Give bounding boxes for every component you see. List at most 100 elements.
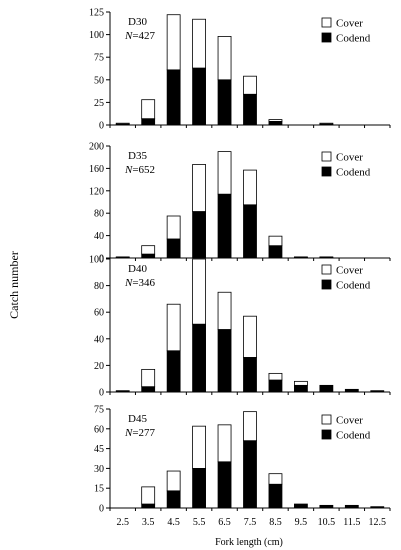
legend-label-codend: Codend — [336, 33, 371, 45]
x-axis-label: Fork length (cm) — [215, 537, 283, 548]
y-tick-label: 0 — [99, 504, 104, 515]
legend-swatch-codend — [321, 166, 332, 177]
bar-codend — [294, 503, 308, 509]
bar-cover — [217, 36, 232, 81]
panel-d30: 0 25 50 75 100 125 D30 N=427 Cover Codend — [89, 8, 391, 132]
y-tick-label: 25 — [94, 98, 104, 109]
n-symbol: N — [124, 30, 133, 42]
y-tick-label: 60 — [94, 424, 104, 435]
legend-swatch-codend — [321, 429, 332, 440]
bar-cover — [192, 164, 206, 212]
x-tick-label: 6.5 — [218, 517, 231, 528]
bar-codend — [166, 238, 181, 259]
panel-d35: 0 40 80 120 160 200 D35 N=652 Cover Codend — [89, 142, 391, 265]
x-tick-label: 4.5 — [167, 517, 180, 528]
panel-d45: 0 15 30 45 60 75 D45 N=277 Cover Codend — [94, 405, 391, 515]
legend-swatch-codend — [321, 279, 332, 290]
bar-codend — [268, 245, 283, 259]
legend-label-cover: Cover — [336, 415, 363, 427]
n-value: =277 — [132, 427, 155, 439]
legend-label-cover: Cover — [336, 265, 363, 277]
bar-cover — [141, 99, 156, 120]
y-tick-label: 50 — [94, 75, 104, 86]
bar-codend — [192, 323, 206, 393]
legend: Cover Codend — [321, 152, 371, 179]
y-tick-label: 30 — [94, 464, 104, 475]
y-tick-label: 40 — [94, 334, 104, 345]
bar-cover — [141, 368, 156, 388]
bar-codend — [370, 390, 385, 393]
panel-n: N=346 — [124, 277, 156, 289]
bar-codend — [217, 461, 232, 509]
bar-codend — [217, 329, 232, 393]
bar-cover — [294, 256, 308, 258]
x-tick-label: 12.5 — [369, 517, 387, 528]
bar-cover — [243, 411, 257, 442]
bar-codend — [243, 204, 257, 259]
bar-codend — [141, 118, 156, 126]
x-tick-label: 10.5 — [318, 517, 336, 528]
y-tick-label: 120 — [89, 186, 104, 197]
bar-codend — [217, 193, 232, 259]
bar-codend — [115, 390, 130, 393]
y-tick-label: 80 — [94, 281, 104, 292]
legend-swatch-cover — [321, 414, 332, 425]
bar-codend — [141, 253, 156, 259]
bar-cover — [141, 245, 156, 255]
legend-label-codend: Codend — [336, 280, 371, 292]
y-tick-label: 75 — [94, 53, 104, 64]
bar-cover — [268, 235, 283, 247]
n-symbol: N — [124, 277, 133, 289]
legend-swatch-codend — [321, 32, 332, 43]
x-tick-label: 3.5 — [142, 517, 155, 528]
bar-codend — [294, 384, 308, 393]
bar-codend — [370, 506, 385, 509]
y-tick-label: 80 — [94, 209, 104, 220]
bar-cover — [166, 215, 181, 240]
legend: Cover Codend — [321, 265, 371, 292]
panel-n: N=277 — [124, 427, 156, 439]
y-tick-label: 20 — [94, 361, 104, 372]
bar-cover — [141, 486, 156, 505]
x-tick-label: 2.5 — [116, 517, 129, 528]
y-tick-label: 75 — [94, 405, 104, 416]
y-tick-label: 60 — [94, 308, 104, 319]
legend-swatch-cover — [321, 17, 332, 28]
panels: 0255075100125D30N=427CoverCodend04080120… — [89, 8, 391, 515]
bar-codend — [192, 211, 206, 259]
bar-cover — [319, 122, 334, 125]
bar-codend — [243, 357, 257, 393]
bar-cover — [294, 380, 308, 386]
panel-label: D35 — [128, 150, 147, 162]
legend: Cover Codend — [321, 414, 371, 442]
panel-n: N=427 — [124, 30, 156, 42]
panel-label: D45 — [128, 413, 147, 425]
bar-cover — [243, 169, 257, 206]
bar-codend — [141, 386, 156, 393]
bar-codend — [344, 388, 359, 393]
y-tick-label: 0 — [99, 388, 104, 399]
bar-codend — [344, 504, 359, 509]
legend-label-cover: Cover — [336, 18, 363, 30]
bar-codend — [243, 440, 257, 509]
panel-label: D40 — [128, 263, 147, 275]
y-tick-label: 45 — [94, 444, 104, 455]
bar-codend — [166, 350, 181, 393]
legend-label-codend: Codend — [336, 167, 371, 179]
legend: Cover Codend — [321, 17, 371, 45]
x-tick-labels: 2.5 3.5 4.5 5.5 6.5 7.5 8.5 9.5 10.5 11.5 12.5 — [116, 517, 386, 528]
bar-cover — [217, 291, 232, 330]
bar-codend — [268, 483, 283, 509]
bar-cover — [166, 14, 181, 71]
bar-cover — [268, 473, 283, 485]
bar-cover — [115, 256, 130, 258]
y-tick-label: 0 — [99, 254, 104, 265]
panel-label: D30 — [128, 16, 147, 28]
y-tick-label: 200 — [89, 142, 104, 153]
n-value: =346 — [132, 277, 155, 289]
y-tick-label: 100 — [89, 255, 104, 266]
bar-codend — [166, 490, 181, 509]
bar-cover — [192, 425, 206, 469]
n-value: =652 — [132, 164, 155, 176]
